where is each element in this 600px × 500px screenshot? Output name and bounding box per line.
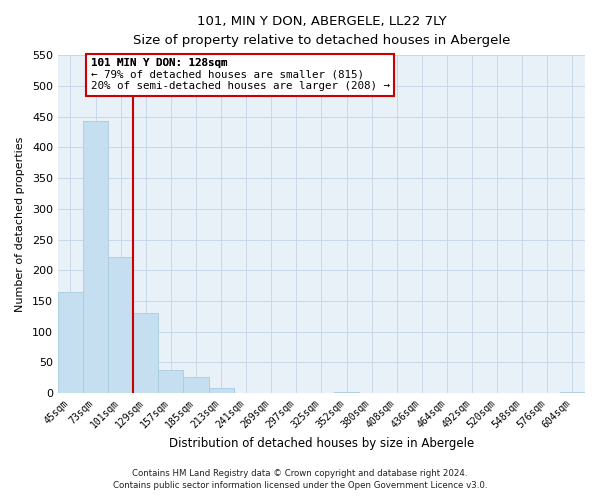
Text: 101 MIN Y DON: 128sqm
← 79% of detached houses are smaller (815)
20% of semi-det: 101 MIN Y DON: 128sqm ← 79% of detached … [91, 58, 389, 92]
Bar [108, 258, 133, 393]
Bar [58, 292, 83, 393]
Bar [209, 388, 233, 393]
Text: 101 MIN Y DON: 128sqm: 101 MIN Y DON: 128sqm [91, 58, 227, 80]
Bar [334, 392, 359, 393]
Bar [158, 370, 184, 393]
Text: Contains HM Land Registry data © Crown copyright and database right 2024.
Contai: Contains HM Land Registry data © Crown c… [113, 468, 487, 490]
Bar [233, 392, 259, 393]
X-axis label: Distribution of detached houses by size in Abergele: Distribution of detached houses by size … [169, 437, 474, 450]
Bar [184, 377, 209, 393]
Bar [133, 314, 158, 393]
Y-axis label: Number of detached properties: Number of detached properties [15, 136, 25, 312]
Bar [83, 121, 108, 393]
Bar [560, 392, 585, 393]
Title: 101, MIN Y DON, ABERGELE, LL22 7LY
Size of property relative to detached houses : 101, MIN Y DON, ABERGELE, LL22 7LY Size … [133, 15, 510, 47]
